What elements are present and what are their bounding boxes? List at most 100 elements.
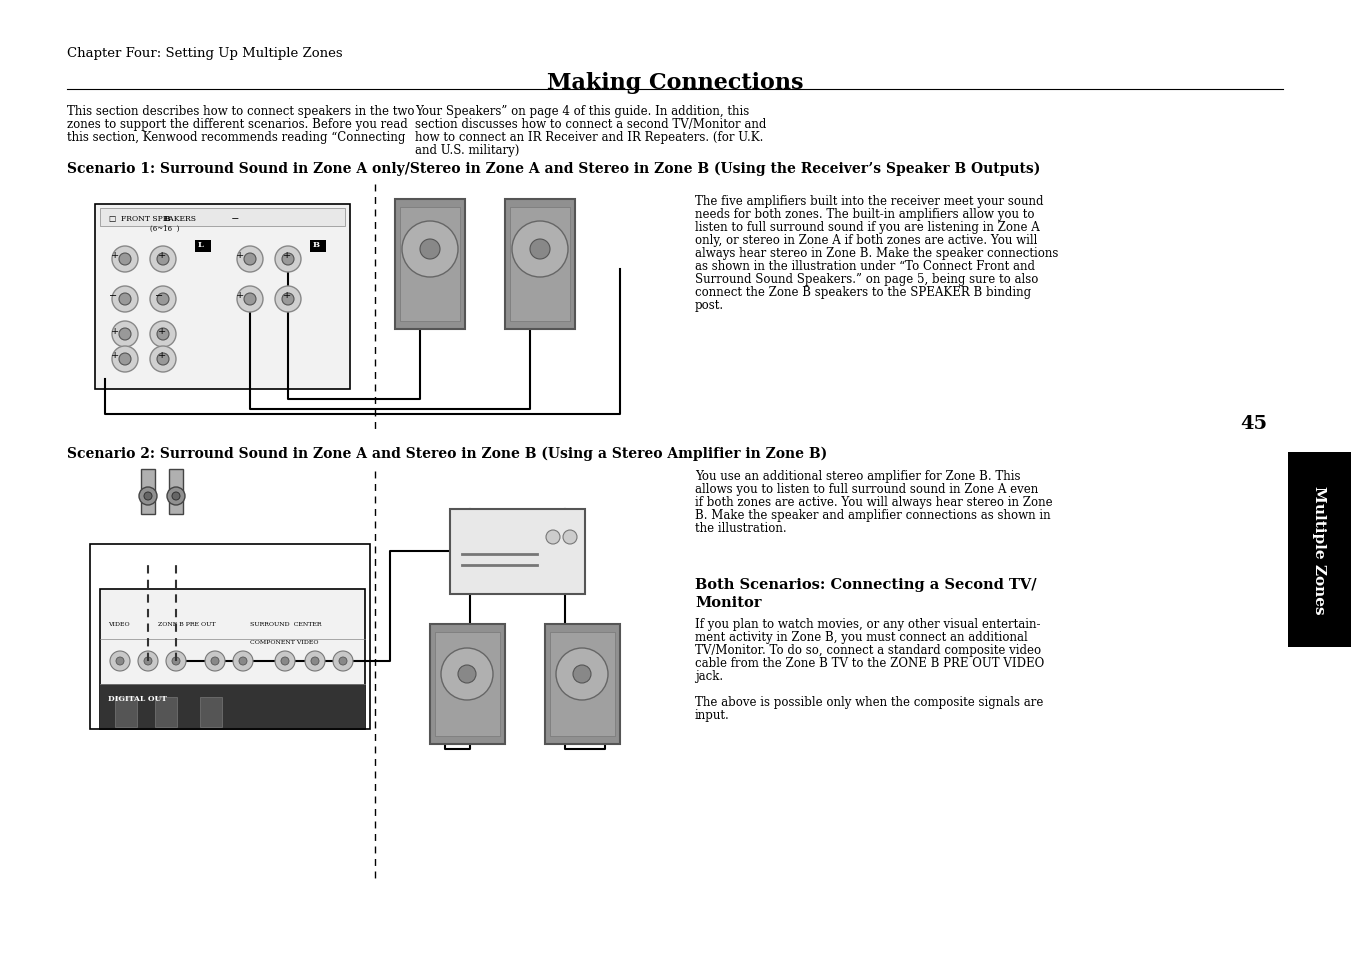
Circle shape <box>211 658 219 665</box>
Text: as shown in the illustration under “To Connect Front and: as shown in the illustration under “To C… <box>694 260 1035 273</box>
Circle shape <box>150 247 176 273</box>
Circle shape <box>172 658 180 665</box>
Bar <box>95 205 350 390</box>
Text: Surround Sound Speakers.” on page 5, being sure to also: Surround Sound Speakers.” on page 5, bei… <box>694 273 1039 286</box>
Circle shape <box>512 222 567 277</box>
Text: +: + <box>236 292 245 300</box>
Text: post.: post. <box>694 298 724 312</box>
Text: needs for both zones. The built-in amplifiers allow you to: needs for both zones. The built-in ampli… <box>694 208 1035 221</box>
Bar <box>394 200 465 330</box>
Circle shape <box>172 493 180 500</box>
Bar <box>195 241 211 253</box>
Bar <box>309 241 326 253</box>
Circle shape <box>573 665 590 683</box>
Bar <box>100 589 365 729</box>
Bar <box>200 698 222 727</box>
Circle shape <box>168 488 185 505</box>
Text: Both Scenarios: Connecting a Second TV/: Both Scenarios: Connecting a Second TV/ <box>694 578 1036 592</box>
Text: the illustration.: the illustration. <box>694 521 786 535</box>
Text: allows you to listen to full surround sound in Zone A even: allows you to listen to full surround so… <box>694 482 1039 496</box>
Text: +: + <box>111 351 119 360</box>
Bar <box>141 470 155 515</box>
Circle shape <box>150 322 176 348</box>
Text: Scenario 1: Surround Sound in Zone A only/Stereo in Zone A and Stereo in Zone B : Scenario 1: Surround Sound in Zone A onl… <box>68 162 1040 176</box>
Text: only, or stereo in Zone A if both zones are active. You will: only, or stereo in Zone A if both zones … <box>694 233 1038 247</box>
Circle shape <box>112 347 138 373</box>
Text: VIDEO: VIDEO <box>108 621 130 626</box>
Circle shape <box>282 253 295 266</box>
Circle shape <box>276 247 301 273</box>
Text: +: + <box>282 252 292 260</box>
Text: Monitor: Monitor <box>694 596 762 609</box>
Circle shape <box>339 658 347 665</box>
Circle shape <box>420 240 440 260</box>
Circle shape <box>119 253 131 266</box>
Circle shape <box>157 294 169 306</box>
Text: ZONE B PRE OUT: ZONE B PRE OUT <box>158 621 216 626</box>
Bar <box>100 684 365 729</box>
Text: zones to support the different scenarios. Before you read: zones to support the different scenarios… <box>68 118 408 131</box>
Text: and U.S. military): and U.S. military) <box>415 144 519 157</box>
Circle shape <box>157 354 169 366</box>
Text: −: − <box>226 214 239 224</box>
Text: Chapter Four: Setting Up Multiple Zones: Chapter Four: Setting Up Multiple Zones <box>68 47 343 60</box>
Circle shape <box>232 651 253 671</box>
Text: −: − <box>155 292 163 300</box>
Circle shape <box>205 651 226 671</box>
Circle shape <box>150 347 176 373</box>
Bar <box>550 633 615 737</box>
Circle shape <box>145 658 153 665</box>
Text: This section describes how to connect speakers in the two: This section describes how to connect sp… <box>68 105 415 118</box>
Circle shape <box>305 651 326 671</box>
Text: B: B <box>313 241 320 249</box>
Circle shape <box>440 648 493 700</box>
Bar <box>1288 453 1351 647</box>
Text: section discusses how to connect a second TV/Monitor and: section discusses how to connect a secon… <box>415 118 766 131</box>
Circle shape <box>546 531 561 544</box>
Text: if both zones are active. You will always hear stereo in Zone: if both zones are active. You will alway… <box>694 496 1052 509</box>
Bar <box>100 209 345 227</box>
Text: listen to full surround sound if you are listening in Zone A: listen to full surround sound if you are… <box>694 221 1040 233</box>
Text: □  FRONT SPEAKERS: □ FRONT SPEAKERS <box>109 214 196 223</box>
Circle shape <box>276 287 301 313</box>
Circle shape <box>139 488 157 505</box>
Text: Making Connections: Making Connections <box>547 71 804 94</box>
Text: Your Speakers” on page 4 of this guide. In addition, this: Your Speakers” on page 4 of this guide. … <box>415 105 750 118</box>
Text: L: L <box>199 241 204 249</box>
Circle shape <box>236 247 263 273</box>
Text: (6~16  ): (6~16 ) <box>150 225 180 233</box>
Bar <box>544 624 620 744</box>
Circle shape <box>119 329 131 340</box>
Text: +: + <box>236 252 245 260</box>
Bar <box>430 624 505 744</box>
Text: +: + <box>111 252 119 260</box>
Text: this section, Kenwood recommends reading “Connecting: this section, Kenwood recommends reading… <box>68 131 405 144</box>
Text: B. Make the speaker and amplifier connections as shown in: B. Make the speaker and amplifier connec… <box>694 509 1051 521</box>
Text: If you plan to watch movies, or any other visual entertain-: If you plan to watch movies, or any othe… <box>694 618 1040 630</box>
Circle shape <box>236 287 263 313</box>
Text: 45: 45 <box>1240 415 1267 433</box>
Text: +: + <box>158 252 166 260</box>
Text: +: + <box>158 351 166 360</box>
Bar <box>450 510 585 595</box>
Text: how to connect an IR Receiver and IR Repeaters. (for U.K.: how to connect an IR Receiver and IR Rep… <box>415 131 763 144</box>
Circle shape <box>157 329 169 340</box>
Text: B: B <box>109 214 170 223</box>
Circle shape <box>145 493 153 500</box>
Text: Scenario 2: Surround Sound in Zone A and Stereo in Zone B (Using a Stereo Amplif: Scenario 2: Surround Sound in Zone A and… <box>68 447 827 461</box>
Text: Multiple Zones: Multiple Zones <box>1313 486 1327 614</box>
Circle shape <box>112 287 138 313</box>
Circle shape <box>403 222 458 277</box>
Circle shape <box>332 651 353 671</box>
Circle shape <box>239 658 247 665</box>
Circle shape <box>116 658 124 665</box>
Text: input.: input. <box>694 708 730 721</box>
Text: TV/Monitor. To do so, connect a standard composite video: TV/Monitor. To do so, connect a standard… <box>694 643 1042 657</box>
Text: SURROUND  CENTER: SURROUND CENTER <box>250 621 322 626</box>
Text: −: − <box>109 292 118 300</box>
Circle shape <box>245 253 255 266</box>
Circle shape <box>109 651 130 671</box>
Bar <box>509 208 570 322</box>
Circle shape <box>119 354 131 366</box>
Circle shape <box>458 665 476 683</box>
